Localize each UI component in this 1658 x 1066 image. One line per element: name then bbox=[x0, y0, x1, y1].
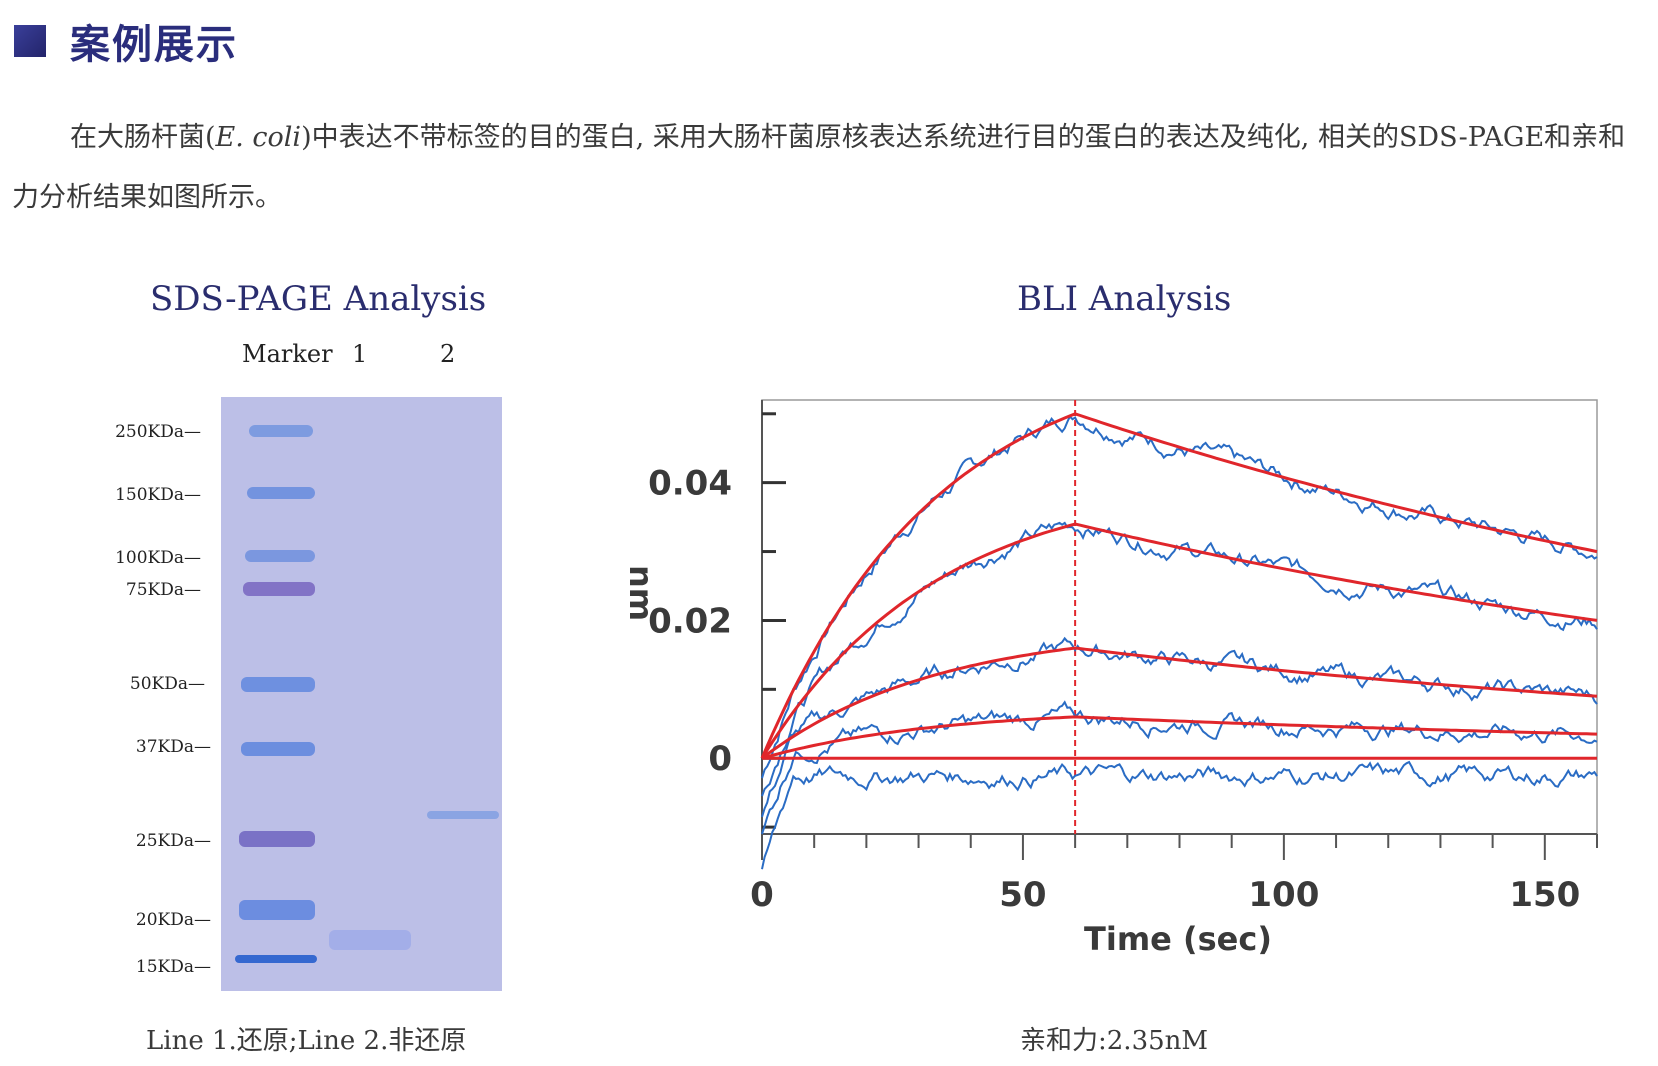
gel-band-marker-25 bbox=[239, 831, 315, 847]
intro-text-before: 在大肠杆菌( bbox=[70, 122, 216, 153]
intro-paragraph: 在大肠杆菌(E. coli)中表达不带标签的目的蛋白, 采用大肠杆菌原核表达系统… bbox=[12, 108, 1642, 228]
bli-fit-line-4 bbox=[761, 715, 1598, 760]
section-title: 案例展示 bbox=[70, 22, 238, 68]
sds-page-title: SDS-PAGE Analysis bbox=[150, 279, 487, 319]
gel-band-marker-75 bbox=[243, 582, 315, 596]
bli-fit-line-2 bbox=[760, 522, 1598, 759]
marker-label-20: 20KDa— bbox=[135, 910, 211, 930]
gel-band-lane2 bbox=[427, 811, 499, 819]
marker-label-37: 37KDa— bbox=[135, 737, 211, 757]
bli-y-tick-label-2: 0.04 bbox=[648, 464, 732, 504]
bli-caption: 亲和力:2.35nM bbox=[1020, 1026, 1209, 1056]
bli-raw-trace-1 bbox=[761, 414, 1598, 779]
bli-title: BLI Analysis bbox=[1017, 279, 1232, 319]
bli-chart: 0 0.02 0.04 0 50 100 150 nm Time (sec) bbox=[622, 399, 1598, 958]
gel-band-marker-150 bbox=[247, 487, 315, 499]
marker-label-150: 150KDa— bbox=[115, 485, 201, 505]
bli-y-tick-label-1: 0.02 bbox=[648, 601, 732, 641]
marker-label-100: 100KDa— bbox=[115, 548, 201, 568]
lane-label-marker: Marker bbox=[242, 340, 333, 368]
sds-gel-image bbox=[221, 397, 502, 991]
gel-band-marker-15 bbox=[235, 955, 317, 963]
gel-band-marker-37 bbox=[241, 742, 315, 756]
gel-band-marker-20 bbox=[239, 900, 315, 920]
marker-label-250: 250KDa— bbox=[115, 422, 201, 442]
gel-band-marker-50 bbox=[241, 677, 315, 692]
bli-fit-line-3 bbox=[761, 646, 1598, 760]
bli-raw-trace-5 bbox=[761, 760, 1598, 870]
bli-xlabel: Time (sec) bbox=[1084, 920, 1272, 958]
sds-page-caption: Line 1.还原;Line 2.非还原 bbox=[146, 1026, 467, 1056]
intro-text-after: )中表达不带标签的目的蛋白, 采用大肠杆菌原核表达系统进行目的蛋白的表达及纯化,… bbox=[12, 122, 1626, 213]
bli-x-tick-label-3: 150 bbox=[1509, 875, 1580, 915]
marker-label-50: 50KDa— bbox=[129, 674, 205, 694]
bli-y-tick-label-0: 0 bbox=[708, 739, 732, 779]
bli-raw-trace-4 bbox=[761, 700, 1598, 835]
bli-x-tick-label-1: 50 bbox=[999, 875, 1046, 915]
gel-band-marker-250 bbox=[249, 425, 313, 437]
marker-label-75: 75KDa— bbox=[125, 580, 201, 600]
header-square-icon bbox=[14, 25, 46, 57]
gel-band-marker-100 bbox=[245, 550, 315, 562]
bli-ylabel: nm bbox=[622, 565, 660, 621]
gel-band-lane1 bbox=[329, 930, 411, 950]
intro-organism: E. coli bbox=[215, 122, 302, 153]
marker-label-25: 25KDa— bbox=[135, 831, 211, 851]
lane-label-1: 1 bbox=[352, 340, 368, 368]
marker-label-15: 15KDa— bbox=[135, 957, 211, 977]
section-header: 案例展示 bbox=[14, 16, 238, 68]
bli-x-tick-label-2: 100 bbox=[1248, 875, 1319, 915]
bli-raw-trace-3 bbox=[761, 636, 1598, 818]
lane-label-2: 2 bbox=[440, 340, 456, 368]
bli-fit-line-1 bbox=[760, 412, 1598, 759]
bli-x-tick-label-0: 0 bbox=[750, 875, 774, 915]
